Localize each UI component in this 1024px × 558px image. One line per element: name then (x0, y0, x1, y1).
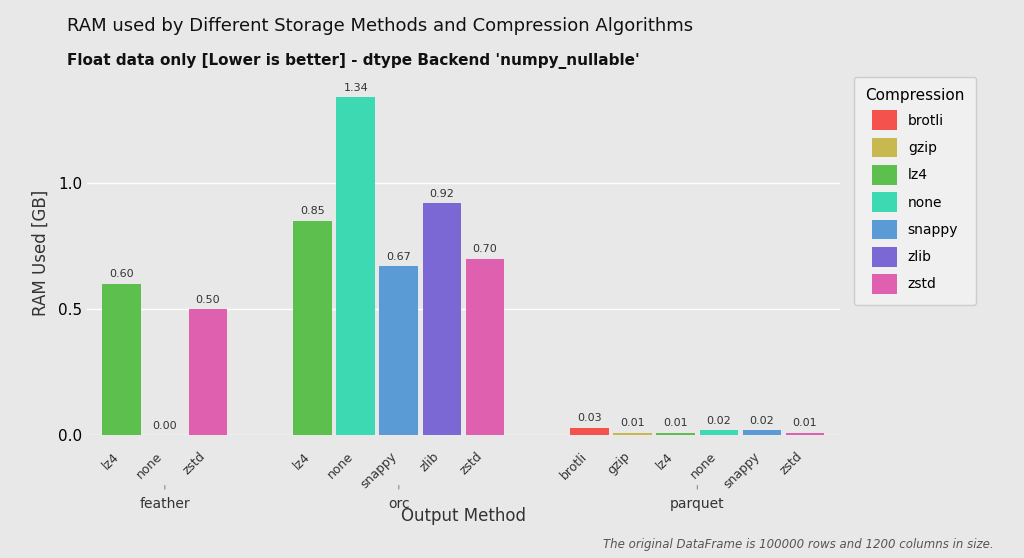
Text: 1.34: 1.34 (343, 83, 369, 93)
Bar (188, 309, 227, 435)
Bar (466, 259, 504, 435)
Text: 0.01: 0.01 (793, 418, 817, 428)
Text: 0.85: 0.85 (300, 206, 325, 217)
Text: zstd: zstd (458, 450, 485, 477)
Text: parquet: parquet (670, 497, 725, 511)
Text: snappy: snappy (721, 450, 762, 491)
Text: 0.01: 0.01 (664, 418, 688, 428)
Text: 0.01: 0.01 (621, 418, 645, 428)
Bar (785, 432, 824, 435)
Bar (337, 98, 375, 435)
Text: zlib: zlib (418, 450, 441, 474)
Y-axis label: RAM Used [GB]: RAM Used [GB] (32, 189, 50, 316)
Text: none: none (325, 450, 355, 481)
Bar (423, 203, 461, 435)
Text: 0.00: 0.00 (153, 421, 177, 431)
Text: lz4: lz4 (291, 450, 312, 472)
Text: 0.02: 0.02 (750, 416, 774, 426)
Bar (613, 432, 652, 435)
Text: 0.92: 0.92 (429, 189, 455, 199)
Text: 0.02: 0.02 (707, 416, 731, 426)
Text: lz4: lz4 (100, 450, 122, 472)
Bar (699, 430, 738, 435)
Text: zstd: zstd (777, 450, 805, 477)
Text: snappy: snappy (357, 450, 398, 491)
Text: feather: feather (139, 497, 190, 511)
Text: RAM used by Different Storage Methods and Compression Algorithms: RAM used by Different Storage Methods an… (67, 17, 692, 35)
Text: brotli: brotli (558, 450, 590, 482)
Text: none: none (688, 450, 719, 481)
Text: gzip: gzip (605, 450, 633, 477)
X-axis label: Output Method: Output Method (400, 507, 526, 526)
Text: zstd: zstd (180, 450, 208, 477)
Text: none: none (134, 450, 165, 481)
Text: orc: orc (388, 497, 410, 511)
Bar (570, 427, 609, 435)
Legend: brotli, gzip, lz4, none, snappy, zlib, zstd: brotli, gzip, lz4, none, snappy, zlib, z… (854, 76, 976, 305)
Text: 0.70: 0.70 (472, 244, 498, 254)
Bar (102, 284, 141, 435)
Bar (742, 430, 781, 435)
Bar (656, 432, 695, 435)
Text: 0.03: 0.03 (578, 413, 602, 423)
Text: Float data only [Lower is better] - dtype Backend 'numpy_nullable': Float data only [Lower is better] - dtyp… (67, 53, 639, 69)
Bar (380, 266, 418, 435)
Text: 0.67: 0.67 (386, 252, 412, 262)
Text: 0.60: 0.60 (110, 270, 134, 280)
Text: lz4: lz4 (654, 450, 676, 472)
Text: 0.50: 0.50 (196, 295, 220, 305)
Text: The original DataFrame is 100000 rows and 1200 columns in size.: The original DataFrame is 100000 rows an… (603, 538, 993, 551)
Bar (294, 221, 332, 435)
